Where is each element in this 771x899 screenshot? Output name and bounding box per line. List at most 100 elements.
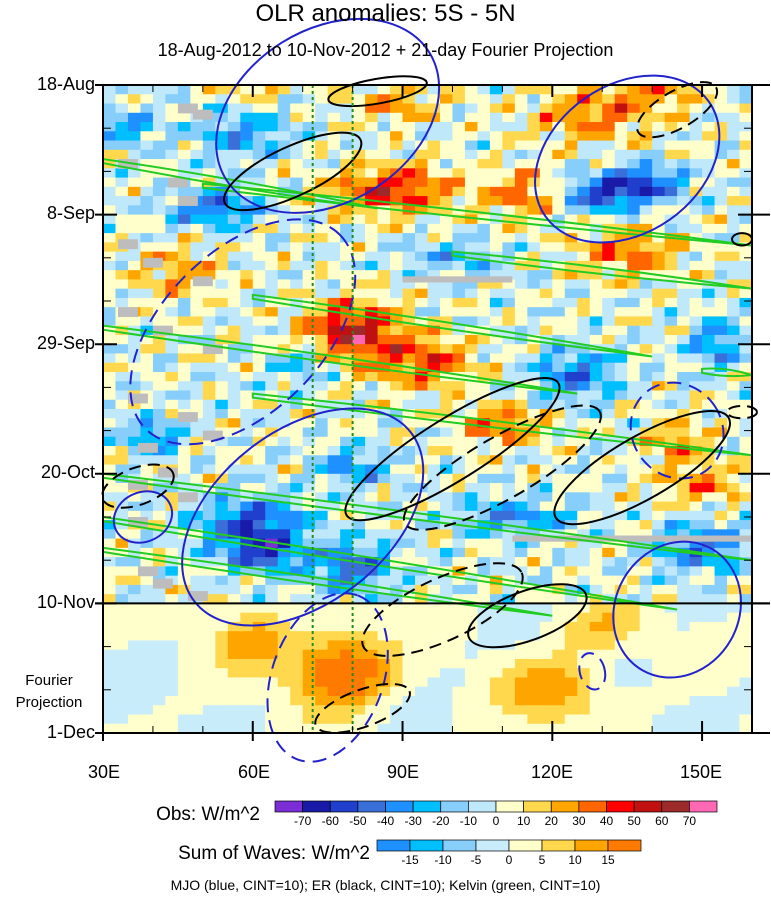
heatmap-cell <box>265 483 279 493</box>
heatmap-cell <box>402 575 416 586</box>
heatmap-cell <box>702 455 715 465</box>
heatmap-cell <box>227 492 241 502</box>
heatmap-cell <box>277 723 291 734</box>
heatmap-cell <box>290 723 304 734</box>
heatmap-cell <box>140 316 154 327</box>
heatmap-cell <box>489 520 503 530</box>
heatmap-cell <box>564 288 578 299</box>
heatmap-cell <box>277 371 291 382</box>
heatmap-cell <box>639 399 653 410</box>
heatmap-cell <box>165 603 179 614</box>
heatmap-cell <box>340 251 354 262</box>
heatmap-cell <box>489 501 503 512</box>
heatmap-cell <box>177 455 191 465</box>
heatmap-cell <box>290 446 304 456</box>
heatmap-cell <box>315 547 329 558</box>
heatmap-cell <box>639 186 653 197</box>
heatmap-cell <box>664 390 678 401</box>
heatmap-cell <box>514 390 528 401</box>
heatmap-cell <box>552 557 566 567</box>
heatmap-cell <box>627 186 641 197</box>
heatmap-cell <box>277 112 291 123</box>
heatmap-cell <box>340 325 354 336</box>
heatmap-cell <box>365 270 378 280</box>
y-tick-label: 8-Sep <box>46 203 95 223</box>
heatmap-cell <box>502 233 516 243</box>
heatmap-cell <box>415 418 428 428</box>
heatmap-cell <box>614 353 628 364</box>
heatmap-cell <box>103 418 116 428</box>
obs-colorbar-swatch <box>440 800 469 813</box>
heatmap-cell <box>514 631 528 641</box>
heatmap-cell <box>177 85 191 95</box>
heatmap-cell <box>252 566 266 577</box>
heatmap-cell <box>215 446 229 456</box>
heatmap-cell <box>514 149 528 160</box>
heatmap-cell <box>727 242 740 253</box>
heatmap-cell <box>402 631 416 641</box>
heatmap-cell <box>177 566 191 577</box>
heatmap-cell <box>577 214 591 225</box>
heatmap-cell <box>602 362 616 373</box>
heatmap-cell <box>302 547 316 558</box>
heatmap-cell <box>502 168 516 178</box>
heatmap-cell <box>739 621 753 632</box>
heatmap-cell <box>652 251 666 262</box>
heatmap-cell <box>739 649 753 660</box>
heatmap-cell <box>265 316 279 327</box>
heatmap-cell <box>577 418 591 428</box>
heatmap-cell <box>477 205 491 215</box>
heatmap-cell <box>227 631 241 641</box>
heatmap-cell <box>527 186 541 197</box>
heatmap-cell <box>614 612 628 623</box>
heatmap-cell <box>589 353 603 364</box>
heatmap-cell <box>689 566 703 577</box>
heatmap-cell <box>315 483 329 493</box>
heatmap-cell <box>702 705 715 715</box>
heatmap-cell <box>477 658 491 669</box>
heatmap-cell <box>614 603 628 614</box>
heatmap-cell <box>664 399 678 410</box>
heatmap-cell <box>152 186 166 197</box>
heatmap-cell <box>115 649 129 660</box>
heatmap-cell <box>589 695 603 706</box>
heatmap-cell <box>252 122 266 132</box>
heatmap-cell <box>365 177 378 188</box>
heatmap-cell <box>103 436 116 447</box>
heatmap-cell <box>327 316 341 327</box>
heatmap-cell <box>502 288 516 299</box>
heatmap-cell <box>452 501 466 512</box>
heatmap-cell <box>327 297 341 308</box>
heatmap-cell <box>415 140 428 151</box>
heatmap-cell <box>215 501 229 512</box>
heatmap-cell <box>365 695 378 706</box>
obs-colorbar-level-label: -60 <box>321 814 339 828</box>
heatmap-cell <box>290 464 304 475</box>
heatmap-cell <box>527 436 541 447</box>
heatmap-cell <box>227 223 241 234</box>
heatmap-cell <box>639 251 653 262</box>
heatmap-cell <box>477 390 491 401</box>
heatmap-cell <box>589 464 603 475</box>
heatmap-cell <box>165 223 179 234</box>
heatmap-cell <box>352 529 366 539</box>
heatmap-cell <box>402 140 416 151</box>
heatmap-cell <box>265 334 279 345</box>
heatmap-cell <box>327 510 341 521</box>
heatmap-cell <box>664 455 678 465</box>
heatmap-cell <box>140 464 154 475</box>
heatmap-cell <box>177 242 191 253</box>
heatmap-cell <box>340 381 354 391</box>
heatmap-cell <box>639 103 653 114</box>
heatmap-cell <box>452 242 466 253</box>
heatmap-cell <box>527 103 541 114</box>
heatmap-cell <box>602 279 616 290</box>
heatmap-cell <box>315 455 329 465</box>
heatmap-cell <box>290 223 304 234</box>
heatmap-cell <box>365 677 378 688</box>
heatmap-cell <box>627 575 641 586</box>
heatmap-cell <box>652 159 666 169</box>
heatmap-cell <box>340 205 354 215</box>
heatmap-cell <box>452 399 466 410</box>
heatmap-cell <box>489 649 503 660</box>
